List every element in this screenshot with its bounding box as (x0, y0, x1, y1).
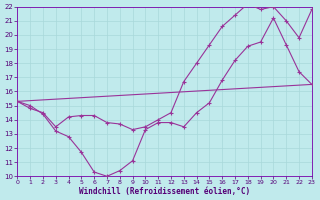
X-axis label: Windchill (Refroidissement éolien,°C): Windchill (Refroidissement éolien,°C) (79, 187, 250, 196)
